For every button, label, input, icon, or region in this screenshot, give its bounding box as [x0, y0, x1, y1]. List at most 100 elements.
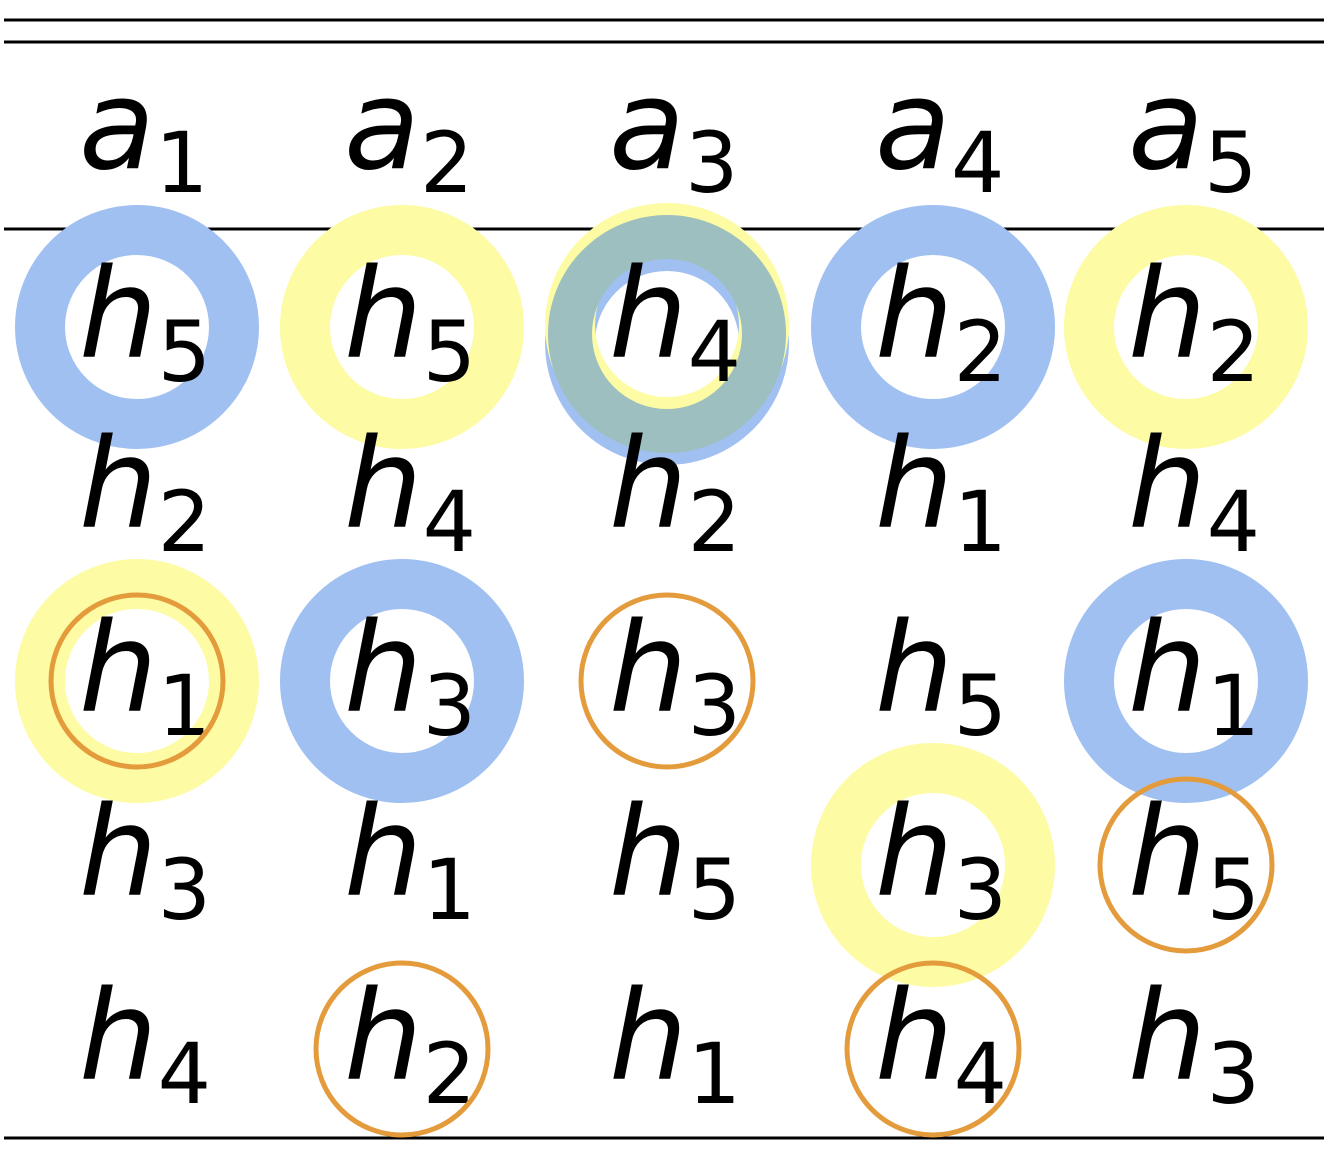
cell-h1-base: h [344, 781, 423, 925]
cell-h2: h2 [609, 413, 741, 571]
cell-h4-subscript: 4 [1207, 473, 1260, 571]
cell-h4: h4 [344, 413, 476, 571]
cell-h5-subscript: 5 [688, 841, 741, 939]
cell-h5: h5 [79, 243, 211, 401]
cell-h3: h3 [609, 597, 741, 755]
orange-circle [844, 960, 1022, 1138]
cell-h5-base: h [79, 243, 158, 387]
cell-h4-base: h [79, 965, 158, 1109]
cell-h3-subscript: 3 [688, 657, 741, 755]
cell-h2-subscript: 2 [1207, 303, 1260, 401]
cell-h3-base: h [1128, 965, 1207, 1109]
cell-h3-base: h [875, 781, 954, 925]
cell-h5-base: h [875, 597, 954, 741]
cell-h1: h1 [875, 413, 1007, 571]
cell-h2-base: h [1128, 243, 1207, 387]
header-a1: a1 [79, 54, 208, 212]
cell-h1-subscript: 1 [158, 657, 211, 755]
overlap-ring [548, 215, 786, 453]
cell-h5: h5 [1128, 781, 1260, 939]
header-a5: a5 [1128, 54, 1257, 212]
header-a2-subscript: 2 [420, 114, 473, 212]
header-a1-subscript: 1 [155, 114, 208, 212]
cell-h5-base: h [344, 243, 423, 387]
header-a3-base: a [609, 54, 685, 198]
header-a5-subscript: 5 [1204, 114, 1257, 212]
cell-h4-subscript: 4 [158, 1025, 211, 1123]
header-a4-subscript: 4 [951, 114, 1004, 212]
cell-h2: h2 [875, 243, 1007, 401]
cell-h3-base: h [79, 781, 158, 925]
cell-h2-subscript: 2 [423, 1025, 476, 1123]
cell-h2-base: h [344, 965, 423, 1109]
yellow-ring [280, 205, 524, 449]
blue-ring [280, 559, 524, 803]
header-a3: a3 [609, 54, 738, 212]
cell-h4-base: h [609, 243, 688, 387]
cell-h3-subscript: 3 [1207, 1025, 1260, 1123]
orange-circle [1097, 776, 1275, 954]
cell-h2-subscript: 2 [158, 473, 211, 571]
header-a3-subscript: 3 [685, 114, 738, 212]
header-a2-base: a [344, 54, 420, 198]
cell-h4-base: h [875, 965, 954, 1109]
cell-h2-base: h [875, 243, 954, 387]
cell-h4-subscript: 4 [688, 303, 741, 401]
cell-h3: h3 [1128, 965, 1260, 1123]
cell-h2: h2 [79, 413, 211, 571]
yellow-ring [15, 559, 259, 803]
orange-circle [578, 592, 756, 770]
cell-h5: h5 [609, 781, 741, 939]
cell-h5-subscript: 5 [158, 303, 211, 401]
highlight-rings [15, 203, 1308, 987]
cell-h4-subscript: 4 [423, 473, 476, 571]
cell-h1: h1 [609, 965, 741, 1123]
cell-h5-subscript: 5 [423, 303, 476, 401]
cell-h1-base: h [79, 597, 158, 741]
cell-h4: h4 [875, 965, 1007, 1123]
cell-h5: h5 [875, 597, 1007, 755]
cell-h1-subscript: 1 [954, 473, 1007, 571]
cell-h4: h4 [1128, 413, 1260, 571]
cell-h4-base: h [1128, 413, 1207, 557]
cell-h5-base: h [1128, 781, 1207, 925]
cell-h5-subscript: 5 [1207, 841, 1260, 939]
orange-circles [48, 592, 1275, 1138]
header-a1-base: a [79, 54, 155, 198]
cell-h2-base: h [609, 413, 688, 557]
cell-h2-base: h [79, 413, 158, 557]
cell-h1: h1 [344, 781, 476, 939]
header-a4: a4 [875, 54, 1004, 212]
cell-h4: h4 [79, 965, 211, 1123]
cell-h2: h2 [1128, 243, 1260, 401]
cell-h4-subscript: 4 [954, 1025, 1007, 1123]
cell-h3-base: h [609, 597, 688, 741]
cell-h2-subscript: 2 [954, 303, 1007, 401]
cell-h3: h3 [875, 781, 1007, 939]
cell-h1: h1 [79, 597, 211, 755]
cell-h3: h3 [344, 597, 476, 755]
cell-h5-subscript: 5 [954, 657, 1007, 755]
cell-h1-base: h [609, 965, 688, 1109]
cell-h3: h3 [79, 781, 211, 939]
header-a4-base: a [875, 54, 951, 198]
cell-h1-subscript: 1 [1207, 657, 1260, 755]
cell-h1-base: h [875, 413, 954, 557]
cell-h5-base: h [609, 781, 688, 925]
cell-h3-base: h [344, 597, 423, 741]
cell-h3-subscript: 3 [158, 841, 211, 939]
orange-circle [48, 592, 226, 770]
blue-ring [15, 205, 259, 449]
cell-h4: h4 [609, 243, 741, 401]
blue-ring [811, 205, 1055, 449]
cell-h3-subscript: 3 [954, 841, 1007, 939]
cell-h1-base: h [1128, 597, 1207, 741]
cell-h1-subscript: 1 [688, 1025, 741, 1123]
orange-circle [313, 960, 491, 1138]
cell-h2: h2 [344, 965, 476, 1123]
cell-h1: h1 [1128, 597, 1260, 755]
cell-h2-subscript: 2 [688, 473, 741, 571]
cell-h1-subscript: 1 [423, 841, 476, 939]
